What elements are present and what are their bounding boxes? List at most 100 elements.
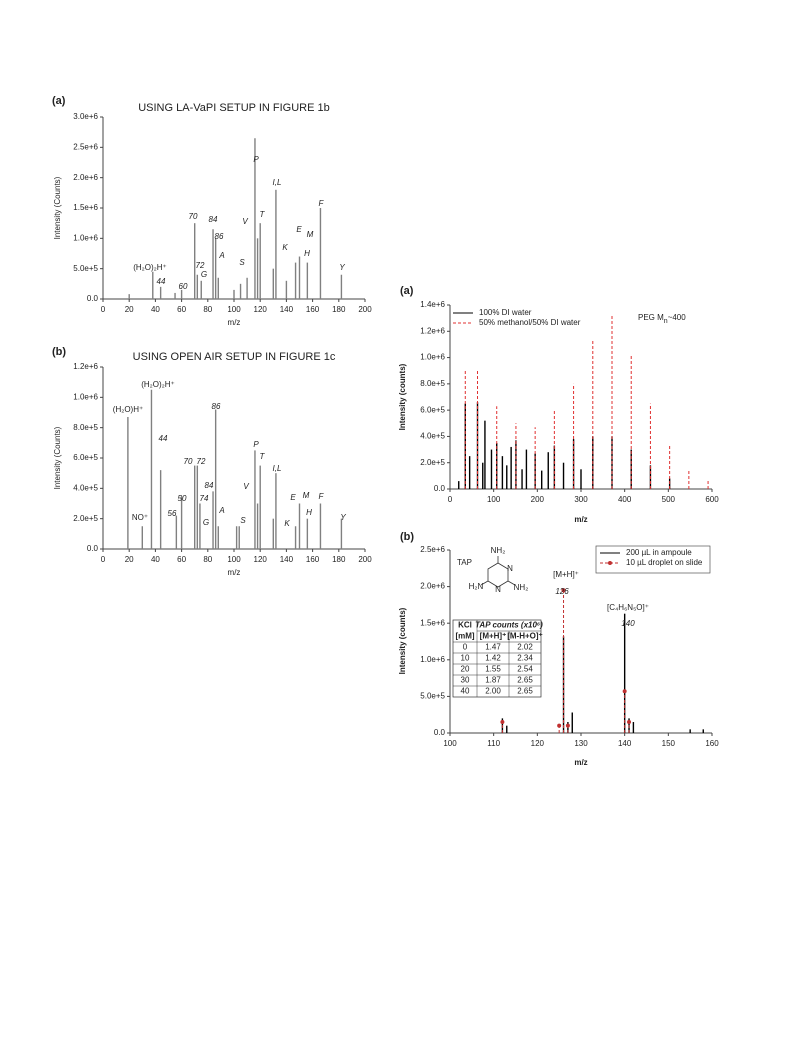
y-tick-label: 0.0 — [87, 294, 99, 303]
x-tick-label: 0 — [101, 305, 106, 314]
x-axis-label: m/z — [574, 758, 587, 767]
x-tick-label: 500 — [662, 495, 676, 504]
y-tick-label: 2.5e+6 — [73, 142, 98, 151]
peak-annotation: 74 — [200, 494, 209, 503]
structure-label: NH₂ — [491, 546, 506, 555]
y-axis-label: Intensity (counts) — [398, 607, 407, 674]
x-tick-label: 150 — [662, 739, 676, 748]
y-tick-label: 2.0e+5 — [73, 514, 98, 523]
table-cell: 1.47 — [485, 643, 501, 652]
legend-label: 50% methanol/50% DI water — [479, 318, 581, 327]
x-tick-label: 200 — [358, 305, 372, 314]
peak-annotation: (H₂O)₂H⁺ — [141, 380, 175, 389]
y-tick-label: 1.4e+6 — [420, 300, 445, 309]
peak-dot — [627, 720, 632, 725]
x-tick-label: 140 — [618, 739, 632, 748]
x-tick-label: 160 — [306, 305, 320, 314]
x-tick-label: 110 — [487, 739, 500, 748]
x-tick-label: 200 — [358, 555, 372, 564]
y-tick-label: 1.0e+6 — [73, 233, 98, 242]
peak-annotation: M — [303, 491, 310, 500]
y-tick-label: 5.0e+5 — [420, 692, 445, 701]
peak-annotation: G — [201, 270, 207, 279]
peak-dot — [500, 720, 505, 725]
x-tick-label: 180 — [332, 305, 346, 314]
x-tick-label: 400 — [618, 495, 632, 504]
y-tick-label: 1.5e+6 — [420, 618, 445, 627]
table-cell: 2.34 — [517, 654, 533, 663]
peak-annotation: 70 — [189, 212, 198, 221]
annotation-part: PEG M — [638, 313, 664, 322]
peak-annotation: P — [253, 155, 259, 164]
structure-label: NH₂ — [514, 583, 529, 592]
peak-annotation: 140 — [621, 619, 635, 628]
peak-annotation: 56 — [168, 509, 177, 518]
x-axis-label: m/z — [228, 568, 241, 577]
peak-annotation: 86 — [215, 232, 224, 241]
legend-label: 200 µL in ampoule — [626, 548, 692, 557]
table-cell: 1.87 — [485, 676, 501, 685]
peak-annotation: K — [284, 519, 290, 528]
x-tick-label: 180 — [332, 555, 346, 564]
x-tick-label: 600 — [705, 495, 719, 504]
y-tick-label: 1.0e+6 — [420, 655, 445, 664]
x-axis-label: m/z — [228, 318, 241, 327]
structure-label: N — [495, 585, 501, 594]
y-tick-label: 3.0e+6 — [73, 112, 98, 121]
y-tick-label: 2.0e+5 — [420, 458, 445, 467]
table-cell: 30 — [461, 676, 470, 685]
structure-label: H₂N — [469, 582, 484, 591]
panel-label: (a) — [52, 95, 66, 107]
peak-dot — [557, 723, 562, 728]
peak-annotation: H — [306, 508, 312, 517]
x-tick-label: 0 — [448, 495, 453, 504]
chart-title: USING LA-VaPI SETUP IN FIGURE 1b — [138, 102, 330, 114]
peak-annotation: I,L — [273, 178, 282, 187]
x-tick-label: 20 — [125, 305, 134, 314]
peak-annotation: 126 — [555, 587, 569, 596]
x-tick-label: 20 — [125, 555, 134, 564]
x-tick-label: 40 — [151, 305, 160, 314]
y-tick-label: 0.0 — [87, 544, 99, 553]
peak-annotation: 44 — [157, 277, 166, 286]
peak-annotation: 50 — [178, 494, 187, 503]
y-tick-label: 4.0e+5 — [420, 432, 445, 441]
x-tick-label: 130 — [574, 739, 588, 748]
peak-annotation: F — [319, 199, 325, 208]
y-axis-label: Intensity (Counts) — [53, 176, 62, 239]
peak-annotation: Y — [340, 513, 346, 522]
peak-annotation: A — [218, 506, 224, 515]
peak-annotation: E — [290, 493, 296, 502]
x-axis-label: m/z — [574, 515, 587, 524]
x-tick-label: 120 — [254, 305, 268, 314]
y-tick-label: 1.0e+6 — [420, 353, 445, 362]
table-cell: 2.54 — [517, 665, 533, 674]
x-tick-label: 60 — [177, 305, 186, 314]
panel-label: (b) — [52, 346, 66, 358]
peak-annotation: V — [242, 217, 248, 226]
peak-annotation: M — [307, 230, 314, 239]
peak-annotation: 84 — [205, 481, 214, 490]
peak-annotation: [C₄H₆N₅O]⁺ — [607, 603, 649, 612]
x-tick-label: 60 — [177, 555, 186, 564]
table-cell: 2.65 — [517, 676, 533, 685]
peak-annotation: A — [218, 251, 224, 260]
annotation-part: n — [664, 318, 668, 325]
table-cell: 2.65 — [517, 687, 533, 696]
tap-structure — [480, 556, 516, 588]
compound-label: TAP — [457, 558, 472, 567]
peak-annotation: G — [203, 518, 209, 527]
peak-annotation: 60 — [179, 282, 188, 291]
x-tick-label: 100 — [227, 555, 241, 564]
peak-annotation: 72 — [196, 261, 205, 270]
peak-annotation: E — [296, 225, 302, 234]
table-cell: 40 — [461, 687, 470, 696]
peak-annotation: 72 — [197, 457, 206, 466]
x-tick-label: 160 — [306, 555, 320, 564]
x-tick-label: 100 — [227, 305, 241, 314]
peak-dot — [561, 588, 566, 593]
y-tick-label: 1.0e+6 — [73, 392, 98, 401]
y-tick-label: 8.0e+5 — [420, 379, 445, 388]
peak-annotation: F — [319, 492, 325, 501]
